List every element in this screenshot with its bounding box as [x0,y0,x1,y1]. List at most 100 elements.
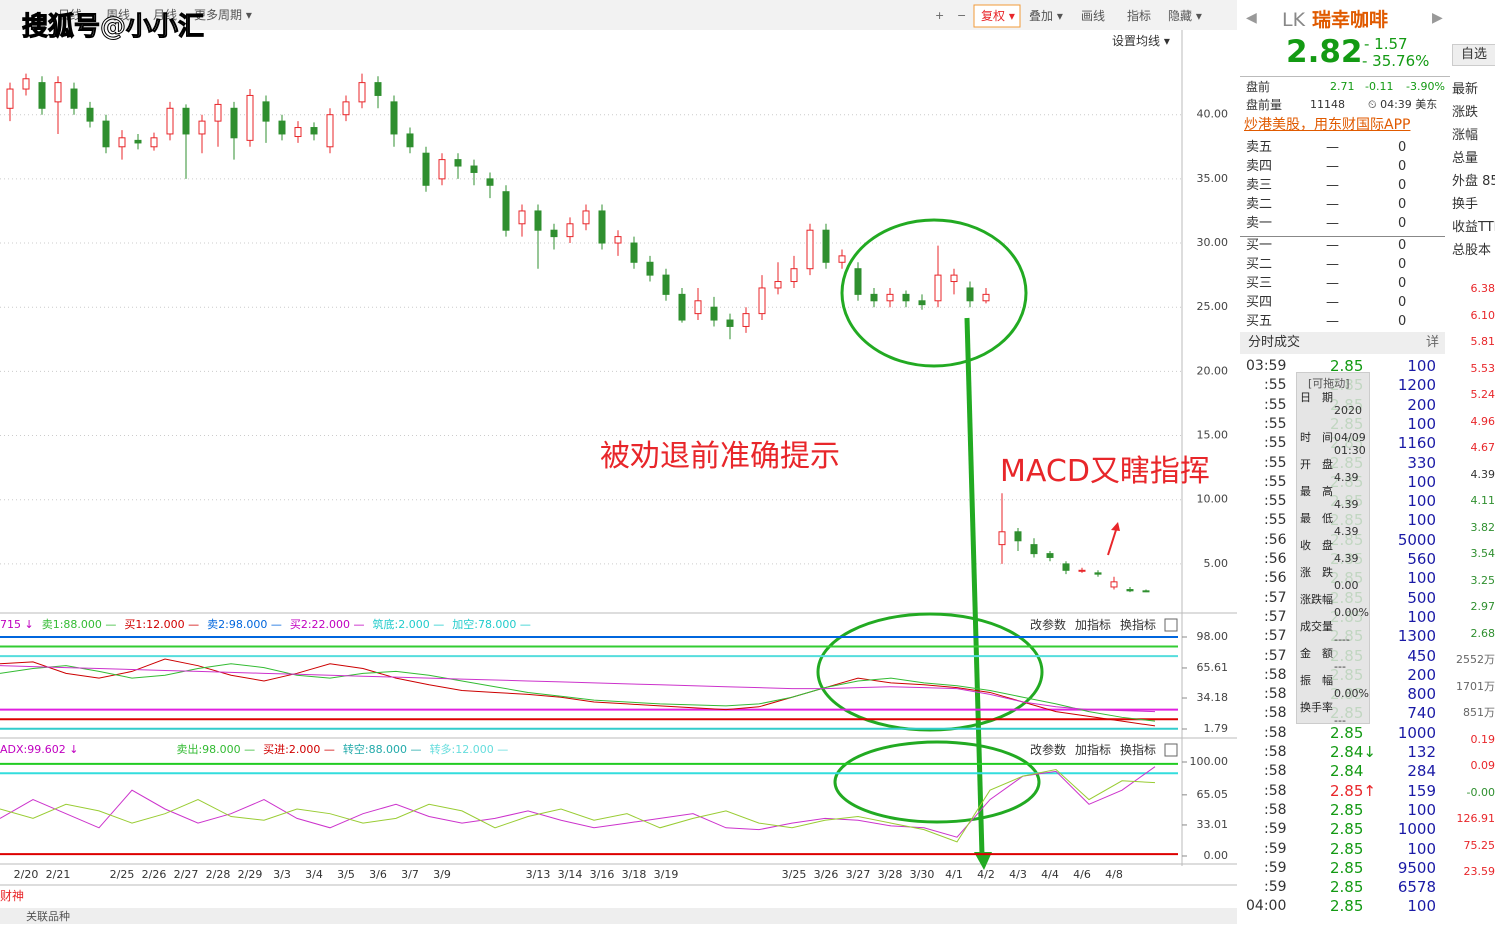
candle-body [695,301,701,314]
toolbar-button[interactable]: 叠加 ▾ [1029,8,1063,24]
nav-prev[interactable]: ◀ [1246,10,1257,26]
y-tick-label: 65.05 [1197,788,1229,801]
zoom-in: + [935,9,944,22]
candle-body [903,294,909,300]
candle-body [855,269,861,295]
candle-body [663,275,669,294]
candle-body [615,237,621,243]
y-tick-label: 40.00 [1197,108,1229,121]
nav-next[interactable]: ▶ [1432,10,1443,26]
highlight-ellipse [818,614,1042,730]
side-value: 5.53 [1471,361,1495,377]
book-price: — [1326,216,1339,232]
popup-label: 成交量 [1300,619,1333,635]
side-value: 3.54 [1471,546,1495,562]
popup-value: 0.00% [1334,686,1369,702]
candle-body [119,138,125,147]
trade-time: :57 [1264,628,1287,644]
x-tick-label: 2/27 [174,868,199,881]
close-button[interactable] [1165,744,1177,756]
trade-volume: 1200 [1398,377,1436,393]
candle-body [551,230,557,236]
popup-label: 最 高 [1300,484,1333,500]
side-label: 总股本 [1452,243,1491,259]
toolbar-button[interactable]: 隐藏 ▾ [1168,8,1202,24]
x-tick-label: 3/16 [590,868,615,881]
x-tick-label: 3/28 [878,868,903,881]
candle-body [215,104,221,121]
candle-body [103,121,109,147]
candle-body [1047,554,1053,558]
trade-time: 04:00 [1246,898,1286,914]
trade-time: :59 [1264,879,1287,895]
panel-button[interactable]: 换指标 [1120,617,1156,633]
indicator-label: 筑底:2.000 — [373,617,445,633]
candle-body [391,102,397,134]
x-tick-label: 2/29 [238,868,263,881]
y-tick-label: 1.79 [1204,722,1229,735]
toolbar-button[interactable]: 复权 ▾ [981,8,1015,24]
side-value: -0.00 [1467,785,1495,801]
book-price: — [1326,140,1339,156]
x-tick-label: 3/5 [337,868,355,881]
fav-button[interactable]: 自选 [1452,44,1495,66]
side-value: 6.10 [1471,308,1495,324]
candle-body [1127,590,1133,591]
bottom-bar [0,908,1237,924]
popup-value: 4.39 [1334,551,1359,567]
panel-button[interactable]: 加指标 [1075,742,1111,758]
y-tick-label: 100.00 [1190,755,1229,768]
candle-body [71,89,77,108]
trade-volume: 800 [1407,686,1436,702]
pre-pct: -3.90% [1406,79,1445,95]
trades-detail[interactable]: 详 [1426,335,1439,351]
book-label: 卖五 [1246,140,1272,156]
close-button[interactable] [1165,619,1177,631]
side-label: 外盘 85 [1452,174,1495,190]
candle-body [935,275,941,301]
book-volume: 0 [1398,314,1406,330]
panel-button[interactable]: 加指标 [1075,617,1111,633]
panel-button[interactable]: 换指标 [1120,742,1156,758]
book-volume: 0 [1398,216,1406,232]
trade-volume: 100 [1407,609,1436,625]
popup-label: 日 期 [1300,390,1333,406]
ad-banner[interactable]: 炒港美股，用东财国际APP [1244,117,1410,133]
panel-button[interactable]: 改参数 [1030,617,1066,633]
popup-value: --- [1334,713,1346,729]
x-tick-label: 4/8 [1105,868,1123,881]
x-tick-label: 3/18 [622,868,647,881]
y-tick-label: 33.01 [1197,818,1229,831]
book-volume: 0 [1398,159,1406,175]
book-volume: 0 [1398,238,1406,254]
candle-body [887,294,893,300]
popup-value: 4.39 [1334,470,1359,486]
side-value: 23.59 [1464,864,1495,880]
trade-time: :56 [1264,570,1287,586]
candle-body [135,140,141,143]
side-value: 75.25 [1464,838,1495,854]
toolbar-button[interactable]: 指标 [1127,8,1151,24]
candle-body [231,108,237,138]
y-tick-label: 65.61 [1197,661,1229,674]
trade-volume: 5000 [1398,532,1436,548]
trade-volume: 100 [1407,474,1436,490]
panel-button[interactable]: 改参数 [1030,742,1066,758]
popup-label: 收 盘 [1300,538,1333,554]
trade-volume: 500 [1407,590,1436,606]
side-label: 最新 [1452,82,1478,98]
indicator-label: 卖出:98.000 — [176,742,255,758]
ma-setting[interactable]: 设置均线 ▾ [1112,33,1170,49]
popup-value: 0.00 [1334,578,1359,594]
toolbar-button[interactable]: 画线 [1081,8,1105,24]
candle-body [711,307,717,320]
x-tick-label: 4/4 [1041,868,1059,881]
side-value: 5.24 [1471,387,1495,403]
red-arrowhead [1111,522,1120,531]
book-label: 卖四 [1246,159,1272,175]
popup-label: 金 额 [1300,646,1333,662]
footer-tab[interactable]: 关联品种 [26,909,70,925]
book-label: 买二 [1246,257,1272,273]
trade-time: :58 [1264,783,1287,799]
